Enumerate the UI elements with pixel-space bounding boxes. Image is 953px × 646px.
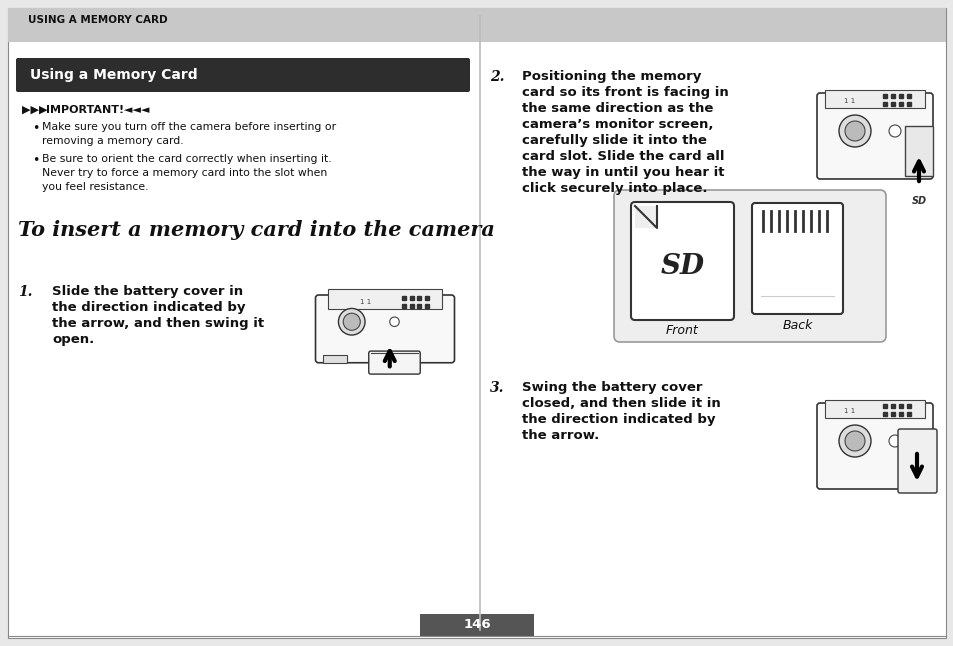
Text: the direction indicated by: the direction indicated by (521, 413, 715, 426)
Text: Swing the battery cover: Swing the battery cover (521, 381, 701, 394)
Text: carefully slide it into the: carefully slide it into the (521, 134, 706, 147)
Bar (328, 289, 441, 309)
Circle shape (838, 115, 870, 147)
Text: the same direction as the: the same direction as the (521, 102, 713, 115)
Text: camera’s monitor screen,: camera’s monitor screen, (521, 118, 713, 131)
Circle shape (888, 435, 900, 447)
Text: 3.: 3. (490, 381, 504, 395)
FancyBboxPatch shape (897, 429, 936, 493)
Circle shape (844, 431, 864, 451)
Circle shape (338, 308, 365, 335)
Circle shape (343, 313, 360, 330)
Text: closed, and then slide it in: closed, and then slide it in (521, 397, 720, 410)
Text: Positioning the memory: Positioning the memory (521, 70, 700, 83)
Text: the direction indicated by: the direction indicated by (52, 301, 245, 314)
FancyBboxPatch shape (369, 351, 420, 374)
Text: open.: open. (52, 333, 94, 346)
Circle shape (844, 121, 864, 141)
FancyBboxPatch shape (16, 58, 470, 92)
Text: Back: Back (781, 319, 812, 332)
Text: Slide the battery cover in: Slide the battery cover in (52, 285, 243, 298)
Text: card slot. Slide the card all: card slot. Slide the card all (521, 150, 723, 163)
Text: Be sure to orient the card correctly when inserting it.: Be sure to orient the card correctly whe… (42, 154, 332, 164)
Text: ◄◄◄: ◄◄◄ (120, 105, 150, 115)
Text: the way in until you hear it: the way in until you hear it (521, 166, 723, 179)
Bar (323, 355, 347, 362)
Text: 1.: 1. (18, 285, 32, 299)
Text: the arrow, and then swing it: the arrow, and then swing it (52, 317, 264, 330)
Bar (419, 614, 534, 636)
Circle shape (888, 125, 900, 137)
Text: removing a memory card.: removing a memory card. (42, 136, 183, 146)
Bar (635, 206, 657, 228)
Text: Never try to force a memory card into the slot when: Never try to force a memory card into th… (42, 168, 327, 178)
Text: USING A MEMORY CARD: USING A MEMORY CARD (28, 15, 168, 25)
Text: Front: Front (665, 324, 699, 337)
Text: Using a Memory Card: Using a Memory Card (30, 68, 197, 82)
Bar (904, 126, 932, 176)
Text: you feel resistance.: you feel resistance. (42, 182, 149, 192)
Text: ▶▶▶: ▶▶▶ (22, 105, 51, 115)
Text: •: • (32, 122, 39, 135)
Text: IMPORTANT!: IMPORTANT! (46, 105, 124, 115)
Circle shape (838, 425, 870, 457)
Text: •: • (32, 154, 39, 167)
Bar (824, 400, 924, 418)
Text: 1 1: 1 1 (843, 98, 855, 104)
Text: click securely into place.: click securely into place. (521, 182, 707, 195)
Text: 1 1: 1 1 (360, 299, 372, 305)
FancyBboxPatch shape (630, 202, 733, 320)
FancyBboxPatch shape (816, 93, 932, 179)
Bar (8, 8, 945, 42)
Text: Make sure you turn off the camera before inserting or: Make sure you turn off the camera before… (42, 122, 335, 132)
FancyBboxPatch shape (751, 203, 842, 314)
FancyBboxPatch shape (614, 190, 885, 342)
Circle shape (390, 317, 399, 326)
Text: SD: SD (659, 253, 704, 280)
FancyBboxPatch shape (315, 295, 454, 363)
Bar (824, 90, 924, 108)
Text: 1 1: 1 1 (843, 408, 855, 414)
Text: the arrow.: the arrow. (521, 429, 598, 442)
Text: To insert a memory card into the camera: To insert a memory card into the camera (18, 220, 495, 240)
Text: 146: 146 (463, 618, 490, 632)
Text: SD: SD (910, 196, 925, 206)
Text: 2.: 2. (490, 70, 504, 84)
Text: card so its front is facing in: card so its front is facing in (521, 86, 728, 99)
FancyBboxPatch shape (816, 403, 932, 489)
